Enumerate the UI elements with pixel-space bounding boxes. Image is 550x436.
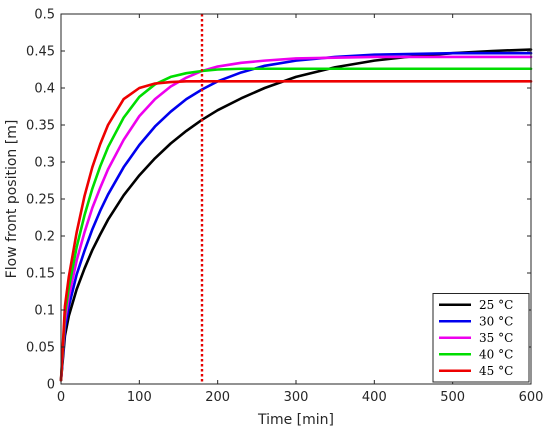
ticks-layer: 0 100 200 300 400 500 600 0 0.05 0.1 0.15 0.2 0.25 0.…	[26, 8, 543, 406]
x-axis-label: Time [min]	[257, 412, 334, 428]
series-line-1	[59, 48, 533, 382]
legend-label-4: 40 °C	[479, 347, 513, 361]
x-tick-label: 600	[519, 390, 544, 405]
x-tick-label: 200	[205, 390, 230, 405]
x-tick-label: 100	[127, 390, 152, 405]
x-tick-label: 500	[440, 390, 465, 405]
y-tick-label: 0.3	[34, 156, 55, 171]
series-line-4	[59, 67, 533, 382]
y-tick-label: 0.35	[26, 119, 55, 134]
y-tick-label: 0.15	[26, 267, 55, 282]
series-line-2	[59, 51, 533, 382]
y-tick-label: 0.45	[26, 45, 55, 60]
x-tick-label: 0	[57, 390, 65, 405]
y-tick-label: 0.1	[34, 304, 55, 319]
y-tick-label: 0.2	[34, 230, 55, 245]
y-tick-label: 0.05	[26, 341, 55, 356]
legend-label-3: 35 °C	[479, 331, 513, 345]
series-line-5	[59, 80, 533, 382]
y-axis-label: Flow front position [m]	[4, 120, 20, 279]
legend-label-2: 30 °C	[479, 314, 513, 328]
x-tick-label: 300	[284, 390, 309, 405]
y-tick-label: 0.25	[26, 193, 55, 208]
y-tick-label: 0.5	[34, 8, 55, 23]
x-tick-label: 400	[362, 390, 387, 405]
legend-label-5: 45 °C	[479, 364, 513, 378]
y-tick-label: 0	[47, 378, 55, 393]
legend-label-1: 25 °C	[479, 298, 513, 312]
y-tick-label: 0.4	[34, 82, 55, 97]
series-layer	[59, 48, 533, 382]
legend: 25 °C 30 °C 35 °C 40 °C 45 °C	[432, 293, 530, 383]
